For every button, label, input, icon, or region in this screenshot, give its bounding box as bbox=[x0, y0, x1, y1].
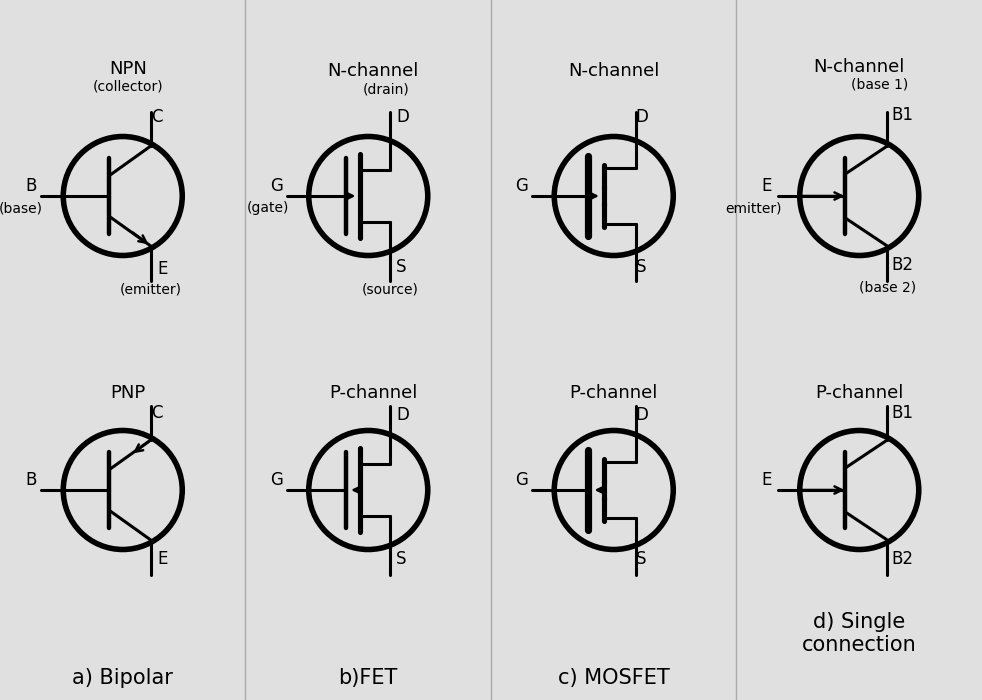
Text: G: G bbox=[270, 177, 283, 195]
Text: C: C bbox=[151, 403, 162, 421]
Text: emitter): emitter) bbox=[726, 201, 782, 215]
Text: S: S bbox=[397, 258, 407, 276]
Text: N-channel: N-channel bbox=[568, 62, 660, 80]
Text: (base): (base) bbox=[0, 201, 43, 215]
Text: c) MOSFET: c) MOSFET bbox=[558, 668, 670, 688]
Text: S: S bbox=[397, 550, 407, 568]
Circle shape bbox=[554, 136, 674, 256]
Text: N-channel: N-channel bbox=[328, 62, 419, 80]
Text: B: B bbox=[26, 471, 37, 489]
Text: G: G bbox=[516, 177, 528, 195]
Circle shape bbox=[308, 136, 428, 256]
Text: NPN: NPN bbox=[109, 60, 146, 78]
Text: PNP: PNP bbox=[110, 384, 145, 402]
Text: b)FET: b)FET bbox=[339, 668, 398, 688]
Text: C: C bbox=[151, 108, 162, 125]
Text: E: E bbox=[761, 471, 772, 489]
Text: (source): (source) bbox=[361, 283, 418, 297]
Text: d) Single
connection: d) Single connection bbox=[802, 612, 916, 655]
Circle shape bbox=[63, 136, 183, 256]
Text: a) Bipolar: a) Bipolar bbox=[73, 668, 173, 688]
Text: (base 2): (base 2) bbox=[858, 281, 916, 295]
Text: E: E bbox=[158, 550, 168, 568]
Text: (collector): (collector) bbox=[92, 80, 163, 94]
Circle shape bbox=[308, 430, 428, 550]
Text: P-channel: P-channel bbox=[815, 384, 903, 402]
Text: (drain): (drain) bbox=[363, 83, 409, 97]
Text: (gate): (gate) bbox=[246, 201, 289, 215]
Text: G: G bbox=[270, 471, 283, 489]
Text: B1: B1 bbox=[892, 403, 913, 421]
Circle shape bbox=[799, 136, 919, 256]
Text: B1: B1 bbox=[892, 106, 913, 123]
Text: S: S bbox=[635, 550, 646, 568]
Circle shape bbox=[799, 430, 919, 550]
Text: D: D bbox=[635, 405, 649, 424]
Text: E: E bbox=[761, 177, 772, 195]
Text: B2: B2 bbox=[892, 550, 913, 568]
Text: G: G bbox=[516, 471, 528, 489]
Text: P-channel: P-channel bbox=[570, 384, 658, 402]
Text: D: D bbox=[635, 108, 649, 125]
Text: D: D bbox=[397, 405, 409, 424]
Text: P-channel: P-channel bbox=[329, 384, 417, 402]
Text: D: D bbox=[397, 108, 409, 125]
Text: B2: B2 bbox=[892, 256, 913, 274]
Text: (emitter): (emitter) bbox=[120, 283, 182, 297]
Text: (base 1): (base 1) bbox=[850, 78, 908, 92]
Text: B: B bbox=[26, 177, 37, 195]
Circle shape bbox=[554, 430, 674, 550]
Circle shape bbox=[63, 430, 183, 550]
Text: E: E bbox=[158, 260, 168, 279]
Text: N-channel: N-channel bbox=[813, 57, 905, 76]
Text: S: S bbox=[635, 258, 646, 276]
